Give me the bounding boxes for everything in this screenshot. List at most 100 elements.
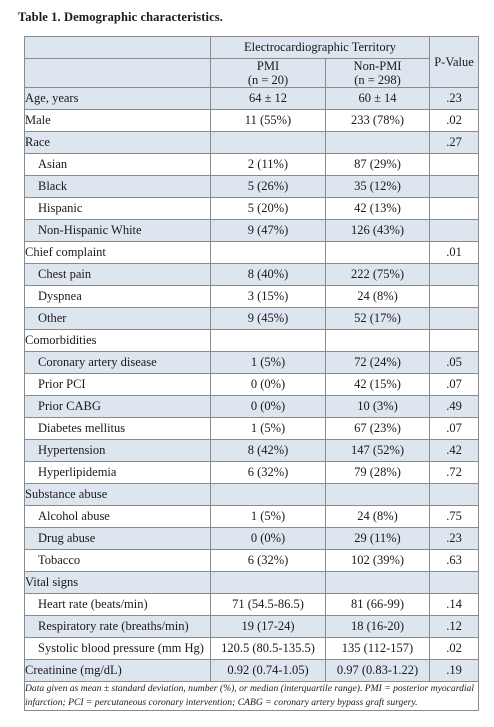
nonpmi-value: 147 (52%) bbox=[324, 439, 431, 462]
nonpmi-value: 29 (11%) bbox=[324, 527, 431, 550]
table-row: Male 11 (55%) 233 (78%) .02 bbox=[24, 109, 480, 132]
row-label: Alcohol abuse bbox=[24, 505, 211, 528]
p-value: .12 bbox=[429, 615, 480, 638]
nonpmi-value: 35 (12%) bbox=[324, 175, 431, 198]
p-value bbox=[429, 307, 480, 330]
row-label: Coronary artery disease bbox=[24, 351, 211, 374]
pmi-value: 6 (32%) bbox=[210, 549, 326, 572]
p-value bbox=[429, 329, 480, 352]
p-value: .02 bbox=[429, 637, 480, 660]
pmi-value: 9 (45%) bbox=[210, 307, 326, 330]
nonpmi-value bbox=[324, 241, 431, 264]
table-row: Alcohol abuse 1 (5%) 24 (8%) .75 bbox=[24, 505, 480, 528]
p-value bbox=[429, 219, 480, 242]
row-label: Dyspnea bbox=[24, 285, 211, 308]
pmi-value: 5 (20%) bbox=[210, 197, 326, 220]
pmi-value: 8 (42%) bbox=[210, 439, 326, 462]
nonpmi-value: 87 (29%) bbox=[324, 153, 431, 176]
pmi-value: 5 (26%) bbox=[210, 175, 326, 198]
table-row: Other 9 (45%) 52 (17%) bbox=[24, 307, 480, 330]
pmi-header-n: (n = 20) bbox=[247, 73, 289, 87]
nonpmi-value: 24 (8%) bbox=[324, 505, 431, 528]
p-value bbox=[429, 571, 480, 594]
table-row: Drug abuse 0 (0%) 29 (11%) .23 bbox=[24, 527, 480, 550]
pmi-value: 64 ± 12 bbox=[210, 87, 326, 110]
pmi-value bbox=[210, 131, 326, 154]
pmi-value: 71 (54.5-86.5) bbox=[210, 593, 326, 616]
table-row: Diabetes mellitus 1 (5%) 67 (23%) .07 bbox=[24, 417, 480, 440]
row-label: Heart rate (beats/min) bbox=[24, 593, 211, 616]
p-value: .07 bbox=[429, 373, 480, 396]
table-row: Asian 2 (11%) 87 (29%) bbox=[24, 153, 480, 176]
table-row: Race .27 bbox=[24, 131, 480, 154]
table-title: Table 1. Demographic characteristics. bbox=[18, 10, 223, 24]
row-label: Chief complaint bbox=[24, 241, 211, 264]
table-row: Tobacco 6 (32%) 102 (39%) .63 bbox=[24, 549, 480, 572]
pmi-value: 1 (5%) bbox=[210, 351, 326, 374]
p-value bbox=[429, 197, 480, 220]
nonpmi-value: 79 (28%) bbox=[324, 461, 431, 484]
pmi-header: PMI (n = 20) bbox=[210, 58, 326, 88]
pmi-value: 1 (5%) bbox=[210, 417, 326, 440]
footnote-row: Data given as mean ± standard deviation,… bbox=[23, 681, 480, 711]
nonpmi-value: 67 (23%) bbox=[324, 417, 431, 440]
pmi-value: 3 (15%) bbox=[210, 285, 326, 308]
nonpmi-value: 10 (3%) bbox=[324, 395, 431, 418]
p-value: .07 bbox=[429, 417, 480, 440]
row-label: Other bbox=[24, 307, 211, 330]
table-row: Coronary artery disease 1 (5%) 72 (24%) .05 bbox=[24, 351, 480, 374]
pmi-value: 2 (11%) bbox=[210, 153, 326, 176]
nonpmi-value bbox=[324, 329, 431, 352]
p-value: .14 bbox=[429, 593, 480, 616]
nonpmi-value: 102 (39%) bbox=[324, 549, 431, 572]
nonpmi-value bbox=[324, 571, 431, 594]
demographics-table: Electrocardiographic Territory P-Value P… bbox=[23, 36, 480, 711]
p-value: .49 bbox=[429, 395, 480, 418]
p-value: .05 bbox=[429, 351, 480, 374]
table-row: Prior CABG 0 (0%) 10 (3%) .49 bbox=[24, 395, 480, 418]
nonpmi-value: 135 (112-157) bbox=[324, 637, 431, 660]
pmi-value: 0 (0%) bbox=[210, 527, 326, 550]
header-corner-cell bbox=[24, 36, 211, 59]
nonpmi-value: 81 (66-99) bbox=[324, 593, 431, 616]
row-label: Black bbox=[24, 175, 211, 198]
table-row: Prior PCI 0 (0%) 42 (15%) .07 bbox=[24, 373, 480, 396]
nonpmi-value: 0.97 (0.83-1.22) bbox=[324, 659, 431, 682]
row-label: Substance abuse bbox=[24, 483, 211, 506]
p-value: .75 bbox=[429, 505, 480, 528]
table-row: Vital signs bbox=[24, 571, 480, 594]
pmi-value bbox=[210, 571, 326, 594]
table-row: Creatinine (mg/dL) 0.92 (0.74-1.05) 0.97 (… bbox=[24, 659, 480, 682]
p-value: .27 bbox=[429, 131, 480, 154]
pmi-value: 6 (32%) bbox=[210, 461, 326, 484]
table-row: Hypertension 8 (42%) 147 (52%) .42 bbox=[24, 439, 480, 462]
nonpmi-header-n: (n = 298) bbox=[354, 73, 401, 87]
row-label: Systolic blood pressure (mm Hg) bbox=[24, 637, 211, 660]
row-label: Hispanic bbox=[24, 197, 211, 220]
p-value: .01 bbox=[429, 241, 480, 264]
table-row: Substance abuse bbox=[24, 483, 480, 506]
row-label: Tobacco bbox=[24, 549, 211, 572]
p-value: .42 bbox=[429, 439, 480, 462]
pmi-value: 9 (47%) bbox=[210, 219, 326, 242]
row-label: Chest pain bbox=[24, 263, 211, 286]
nonpmi-value: 233 (78%) bbox=[324, 109, 431, 132]
row-label: Vital signs bbox=[24, 571, 211, 594]
table-row: Dyspnea 3 (15%) 24 (8%) bbox=[24, 285, 480, 308]
table-row: Hispanic 5 (20%) 42 (13%) bbox=[24, 197, 480, 220]
table-row: Age, years 64 ± 12 60 ± 14.23 bbox=[24, 87, 480, 110]
row-label: Comorbidities bbox=[24, 329, 211, 352]
p-value bbox=[429, 285, 480, 308]
table-row: Heart rate (beats/min) 71 (54.5-86.5) 81 (… bbox=[24, 593, 480, 616]
p-value: .02 bbox=[429, 109, 480, 132]
row-label: Age, years bbox=[24, 87, 211, 110]
nonpmi-header-name: Non-PMI bbox=[353, 59, 402, 73]
pmi-value: 11 (55%) bbox=[210, 109, 326, 132]
pmi-value bbox=[210, 329, 326, 352]
p-value: .63 bbox=[429, 549, 480, 572]
p-value bbox=[429, 175, 480, 198]
row-label: Male bbox=[24, 109, 211, 132]
row-label: Respiratory rate (breaths/min) bbox=[24, 615, 211, 638]
p-value: .19 bbox=[429, 659, 480, 682]
